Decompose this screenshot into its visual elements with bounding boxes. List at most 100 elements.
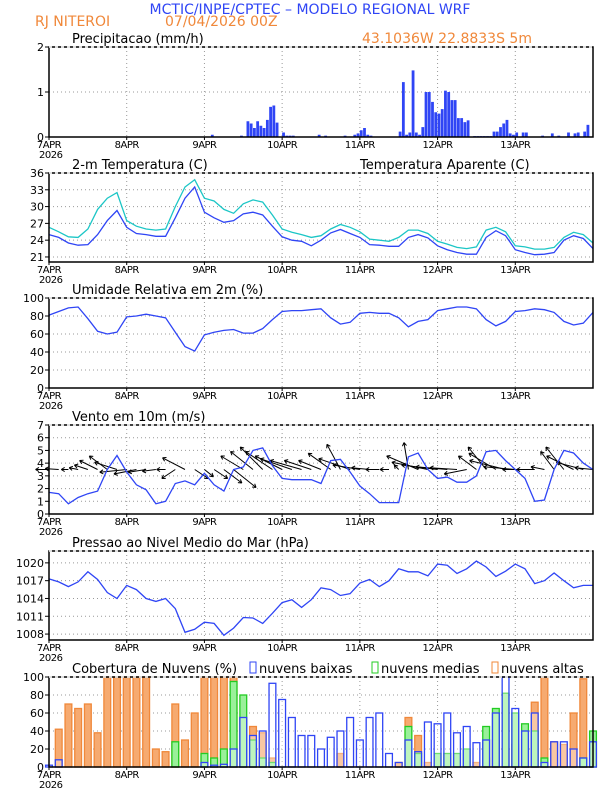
precip-bar bbox=[505, 119, 509, 137]
y-tick-label: 6 bbox=[37, 432, 44, 445]
precip-bar bbox=[253, 128, 256, 137]
y-tick-label: 27 bbox=[30, 217, 44, 230]
wind-vector bbox=[60, 467, 69, 472]
y-tick-label: 36 bbox=[30, 167, 44, 180]
wind-vector bbox=[574, 465, 594, 471]
precip-bar bbox=[512, 134, 515, 137]
cloud-bar-nuvens-baixas bbox=[336, 730, 345, 768]
x-tick-label: 11APR bbox=[345, 770, 376, 781]
cloud-bar-nuvens-baixas bbox=[511, 707, 520, 768]
precip-bar bbox=[434, 112, 438, 137]
precip-bar bbox=[411, 70, 415, 137]
precip-bar bbox=[508, 133, 512, 137]
x-tick-label: 13APR bbox=[500, 140, 531, 151]
legend-label: nuvens baixas bbox=[259, 662, 353, 677]
precip-bar bbox=[440, 109, 444, 137]
x-tick-label: 11APR bbox=[345, 517, 376, 528]
cloud-bar-nuvens-baixas bbox=[559, 741, 568, 768]
cloud-bar-nuvens-baixas bbox=[520, 730, 530, 768]
precip-bar bbox=[463, 122, 467, 137]
wind-vector bbox=[161, 469, 176, 479]
x-tick-label: 10APR bbox=[267, 265, 298, 276]
x-tick-label: 13APR bbox=[500, 643, 531, 654]
x-tick-label: 9APR bbox=[192, 391, 217, 402]
cloud-bar-nuvens-altas bbox=[112, 676, 122, 768]
cloud-bar-nuvens-medias bbox=[171, 741, 180, 768]
cloud-bar-nuvens-baixas bbox=[326, 736, 335, 768]
y-tick-label: 80 bbox=[30, 310, 44, 323]
x-axis-year: 2026 bbox=[39, 527, 63, 538]
legend-swatch bbox=[249, 661, 257, 674]
y-tick-label: 1014 bbox=[16, 592, 44, 605]
wind-vector bbox=[204, 469, 214, 478]
y-tick-label: 0 bbox=[37, 761, 44, 774]
cloud-bar-nuvens-baixas bbox=[423, 721, 432, 768]
precip-bar bbox=[515, 132, 519, 137]
x-tick-label: 7APR bbox=[37, 770, 62, 781]
y-tick-label: 1 bbox=[37, 86, 44, 99]
y-tick-label: 60 bbox=[30, 328, 44, 341]
cloud-bar-nuvens-altas bbox=[161, 751, 170, 768]
cloud-bar-nuvens-altas bbox=[190, 712, 199, 768]
cloud-bar-nuvens-baixas bbox=[239, 716, 248, 768]
x-tick-label: 7APR bbox=[37, 643, 62, 654]
cloud-bar-nuvens-baixas bbox=[365, 716, 374, 768]
series-label: Temperatura Aparente (C) bbox=[359, 158, 530, 173]
x-tick-label: 8APR bbox=[115, 643, 140, 654]
legend-swatch bbox=[491, 661, 499, 674]
series-line-0 bbox=[48, 560, 593, 637]
precip-bar bbox=[431, 101, 434, 137]
x-tick-label: 11APR bbox=[345, 265, 376, 276]
y-tick-label: 0 bbox=[37, 508, 44, 521]
x-tick-label: 10APR bbox=[267, 140, 298, 151]
y-tick-label: 33 bbox=[30, 184, 44, 197]
precip-bar bbox=[437, 113, 441, 137]
x-tick-label: 8APR bbox=[115, 391, 140, 402]
cloud-bar-nuvens-altas bbox=[142, 676, 151, 768]
wind-vector bbox=[386, 454, 419, 470]
y-tick-label: 5 bbox=[37, 444, 44, 457]
precip-bar bbox=[447, 92, 451, 137]
x-axis-year: 2026 bbox=[39, 275, 63, 286]
cloud-bar-nuvens-baixas bbox=[248, 734, 258, 768]
wind-vector bbox=[142, 468, 156, 474]
legend-swatch bbox=[371, 661, 379, 674]
cloud-bar-nuvens-baixas bbox=[433, 723, 442, 768]
precip-bar bbox=[466, 120, 470, 137]
header-coords: 43.1036W 22.8833S 5m bbox=[362, 31, 532, 47]
cloud-bar-nuvens-baixas bbox=[569, 748, 578, 768]
wind-vector bbox=[429, 465, 458, 471]
y-tick-label: 40 bbox=[30, 346, 44, 359]
x-tick-label: 8APR bbox=[115, 517, 140, 528]
legend-label: nuvens altas bbox=[501, 662, 584, 677]
cloud-bar-nuvens-baixas bbox=[550, 741, 559, 768]
cloud-bar-nuvens-altas bbox=[540, 676, 549, 768]
wind-vector bbox=[233, 469, 257, 488]
y-tick-label: 24 bbox=[30, 234, 44, 247]
x-tick-label: 9APR bbox=[192, 517, 217, 528]
cloud-bar-nuvens-baixas bbox=[375, 712, 384, 768]
wind-vector bbox=[457, 455, 477, 470]
y-tick-label: 1 bbox=[37, 495, 44, 508]
cloud-bar-nuvens-baixas bbox=[404, 739, 413, 768]
wind-vector bbox=[443, 469, 467, 476]
x-tick-label: 8APR bbox=[115, 265, 140, 276]
x-tick-label: 9APR bbox=[192, 265, 217, 276]
precip-bar bbox=[450, 100, 454, 137]
series-line-0 bbox=[48, 447, 594, 505]
precip-bar bbox=[265, 119, 269, 137]
x-tick-label: 12APR bbox=[423, 770, 454, 781]
wind-vector bbox=[298, 459, 322, 470]
cloud-bar-nuvens-baixas bbox=[355, 739, 364, 768]
cloud-bar-nuvens-altas bbox=[103, 676, 112, 768]
cloud-bar-nuvens-baixas bbox=[452, 732, 462, 768]
wind-vector bbox=[230, 451, 254, 470]
wind-vector bbox=[540, 451, 555, 470]
x-tick-label: 10APR bbox=[267, 643, 298, 654]
x-axis-year: 2026 bbox=[39, 150, 63, 161]
x-tick-label: 9APR bbox=[192, 643, 217, 654]
precip-bar bbox=[408, 132, 412, 137]
wind-vector bbox=[530, 464, 545, 470]
